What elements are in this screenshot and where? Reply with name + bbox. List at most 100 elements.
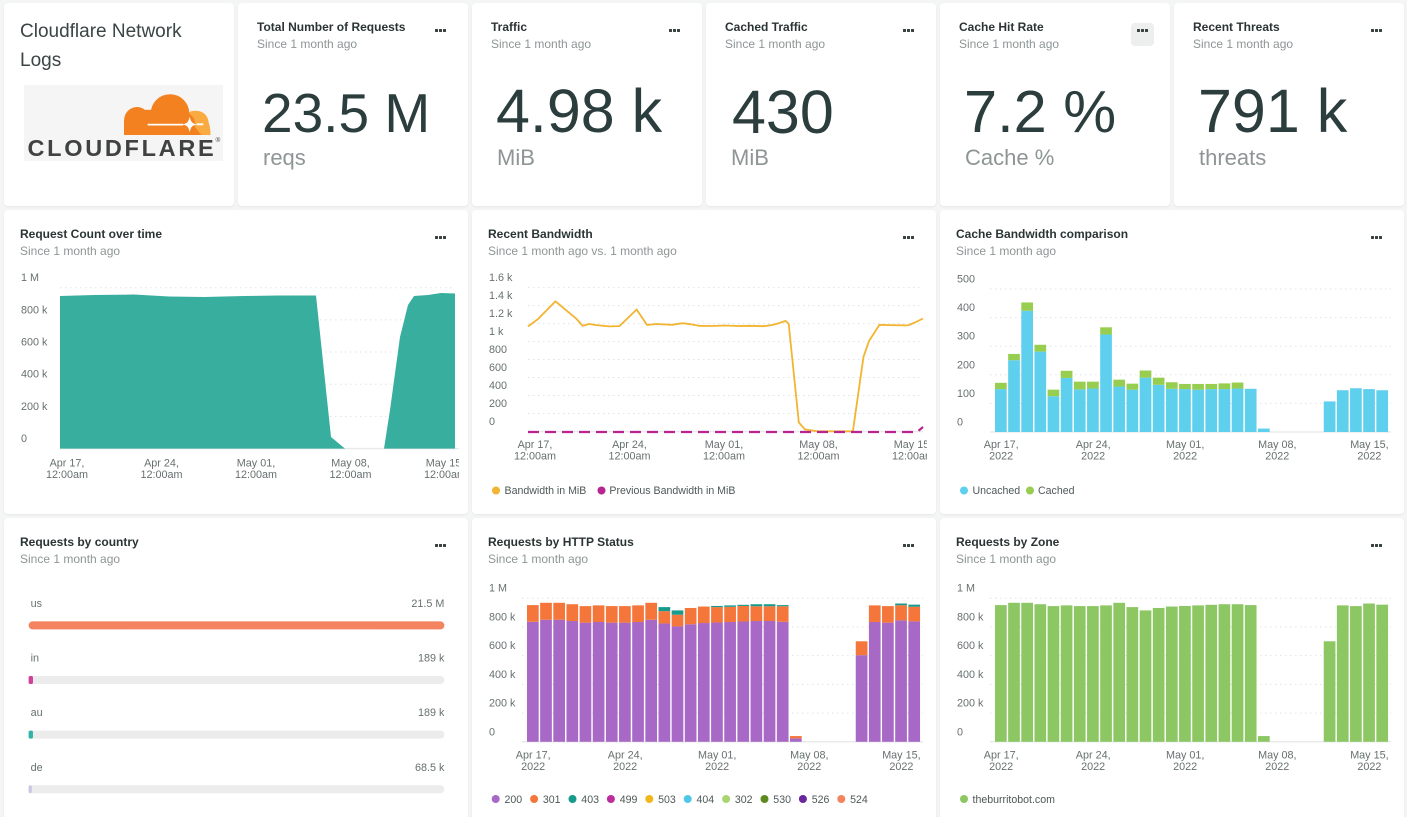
svg-text:2022: 2022 (1173, 451, 1197, 463)
svg-text:in: in (31, 653, 39, 665)
svg-text:2022: 2022 (1081, 761, 1105, 773)
svg-text:800 k: 800 k (957, 611, 984, 623)
svg-text:12:00am: 12:00am (140, 469, 182, 481)
svg-text:530: 530 (773, 794, 791, 806)
svg-text:2022: 2022 (613, 761, 637, 773)
svg-text:May 01,: May 01, (1166, 750, 1204, 762)
svg-text:Apr 17,: Apr 17, (984, 439, 1019, 451)
svg-text:May 01,: May 01, (705, 439, 743, 451)
svg-text:2022: 2022 (1357, 761, 1381, 773)
svg-text:1 M: 1 M (489, 583, 507, 595)
svg-text:2022: 2022 (797, 761, 821, 773)
svg-text:May 15,: May 15, (882, 750, 920, 762)
svg-text:2022: 2022 (1173, 761, 1197, 773)
svg-text:12:00am: 12:00am (46, 469, 88, 481)
svg-text:800 k: 800 k (21, 304, 48, 316)
svg-text:1 M: 1 M (21, 272, 39, 284)
svg-text:Bandwidth in MiB: Bandwidth in MiB (505, 485, 587, 497)
svg-text:12:00am: 12:00am (703, 451, 745, 463)
svg-text:Apr 24,: Apr 24, (1076, 439, 1111, 451)
svg-text:12:00am: 12:00am (514, 451, 556, 463)
svg-text:2022: 2022 (705, 761, 729, 773)
svg-text:de: de (31, 762, 43, 774)
svg-text:Uncached: Uncached (973, 485, 1021, 497)
svg-text:Apr 24,: Apr 24, (612, 439, 647, 451)
svg-text:Apr 17,: Apr 17, (518, 439, 553, 451)
svg-text:12:00am: 12:00am (424, 469, 459, 481)
svg-text:499: 499 (620, 794, 638, 806)
svg-text:189 k: 189 k (418, 653, 445, 665)
svg-text:200: 200 (489, 398, 507, 410)
svg-text:May 08,: May 08, (790, 750, 828, 762)
svg-text:2022: 2022 (989, 451, 1013, 463)
svg-text:Apr 17,: Apr 17, (516, 750, 551, 762)
svg-text:200 k: 200 k (489, 698, 516, 710)
svg-text:May 01,: May 01, (698, 750, 736, 762)
svg-text:2022: 2022 (521, 761, 545, 773)
svg-text:500: 500 (957, 274, 975, 286)
svg-text:503: 503 (658, 794, 676, 806)
svg-text:12:00am: 12:00am (892, 451, 927, 463)
svg-text:526: 526 (812, 794, 830, 806)
svg-text:May 08,: May 08, (1258, 750, 1296, 762)
svg-text:800: 800 (489, 344, 507, 356)
svg-text:Cached: Cached (1038, 485, 1075, 497)
svg-text:May 01,: May 01, (1166, 439, 1204, 451)
svg-text:12:00am: 12:00am (235, 469, 277, 481)
svg-text:May 08,: May 08, (1258, 439, 1296, 451)
svg-text:300: 300 (957, 331, 975, 343)
svg-text:May 15,: May 15, (426, 457, 459, 469)
svg-text:400 k: 400 k (21, 369, 48, 381)
svg-text:2022: 2022 (989, 761, 1013, 773)
svg-text:theburritobot.com: theburritobot.com (973, 794, 1056, 806)
svg-text:200: 200 (505, 794, 523, 806)
svg-text:800 k: 800 k (489, 611, 516, 623)
svg-text:us: us (31, 598, 43, 610)
svg-text:0: 0 (957, 726, 963, 738)
svg-text:Apr 24,: Apr 24, (1076, 750, 1111, 762)
svg-text:2022: 2022 (889, 761, 913, 773)
svg-text:1.6 k: 1.6 k (489, 272, 513, 284)
svg-text:68.5 k: 68.5 k (415, 762, 445, 774)
svg-text:400 k: 400 k (489, 669, 516, 681)
svg-text:May 08,: May 08, (331, 457, 369, 469)
svg-text:12:00am: 12:00am (797, 451, 839, 463)
svg-text:May 15,: May 15, (894, 439, 927, 451)
svg-text:1 k: 1 k (489, 326, 504, 338)
svg-text:200 k: 200 k (21, 401, 48, 413)
svg-text:2022: 2022 (1081, 451, 1105, 463)
svg-text:0: 0 (489, 726, 495, 738)
svg-text:100: 100 (957, 388, 975, 400)
svg-text:600 k: 600 k (957, 640, 984, 652)
svg-text:0: 0 (957, 417, 963, 429)
svg-text:Apr 17,: Apr 17, (984, 750, 1019, 762)
svg-text:200 k: 200 k (957, 698, 984, 710)
svg-text:600: 600 (489, 362, 507, 374)
svg-text:2022: 2022 (1265, 761, 1289, 773)
svg-text:600 k: 600 k (21, 337, 48, 349)
svg-text:403: 403 (581, 794, 599, 806)
svg-text:12:00am: 12:00am (608, 451, 650, 463)
svg-text:1 M: 1 M (957, 583, 975, 595)
svg-text:189 k: 189 k (418, 707, 445, 719)
svg-text:524: 524 (850, 794, 868, 806)
svg-text:404: 404 (697, 794, 715, 806)
svg-text:400: 400 (489, 380, 507, 392)
svg-text:400: 400 (957, 302, 975, 314)
svg-text:21.5 M: 21.5 M (411, 598, 444, 610)
svg-text:302: 302 (735, 794, 753, 806)
svg-text:Apr 24,: Apr 24, (608, 750, 643, 762)
svg-text:12:00am: 12:00am (329, 469, 371, 481)
svg-text:200: 200 (957, 359, 975, 371)
svg-text:May 15,: May 15, (1350, 750, 1388, 762)
svg-text:0: 0 (489, 416, 495, 428)
svg-text:Previous Bandwidth in MiB: Previous Bandwidth in MiB (609, 485, 735, 497)
svg-text:2022: 2022 (1265, 451, 1289, 463)
svg-text:1.2 k: 1.2 k (489, 308, 513, 320)
svg-text:301: 301 (543, 794, 561, 806)
svg-text:CLOUDFLARE: CLOUDFLARE (28, 135, 217, 161)
svg-text:1.4 k: 1.4 k (489, 290, 513, 302)
svg-text:May 08,: May 08, (799, 439, 837, 451)
svg-text:Apr 17,: Apr 17, (50, 457, 85, 469)
svg-text:400 k: 400 k (957, 669, 984, 681)
